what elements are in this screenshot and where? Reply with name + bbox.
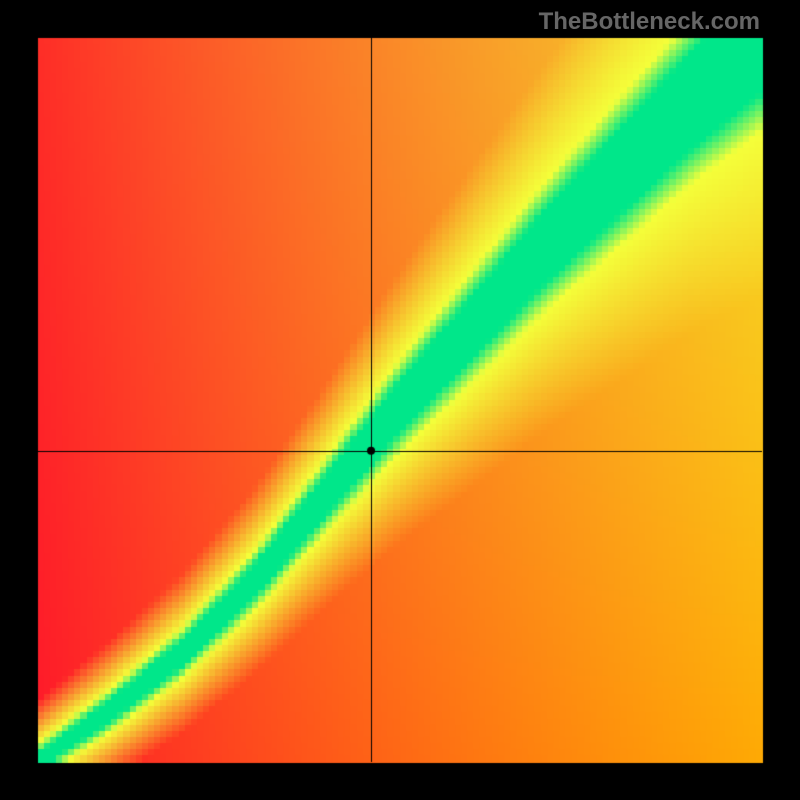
watermark-text: TheBottleneck.com [539,8,760,36]
bottleneck-heatmap [0,0,800,800]
